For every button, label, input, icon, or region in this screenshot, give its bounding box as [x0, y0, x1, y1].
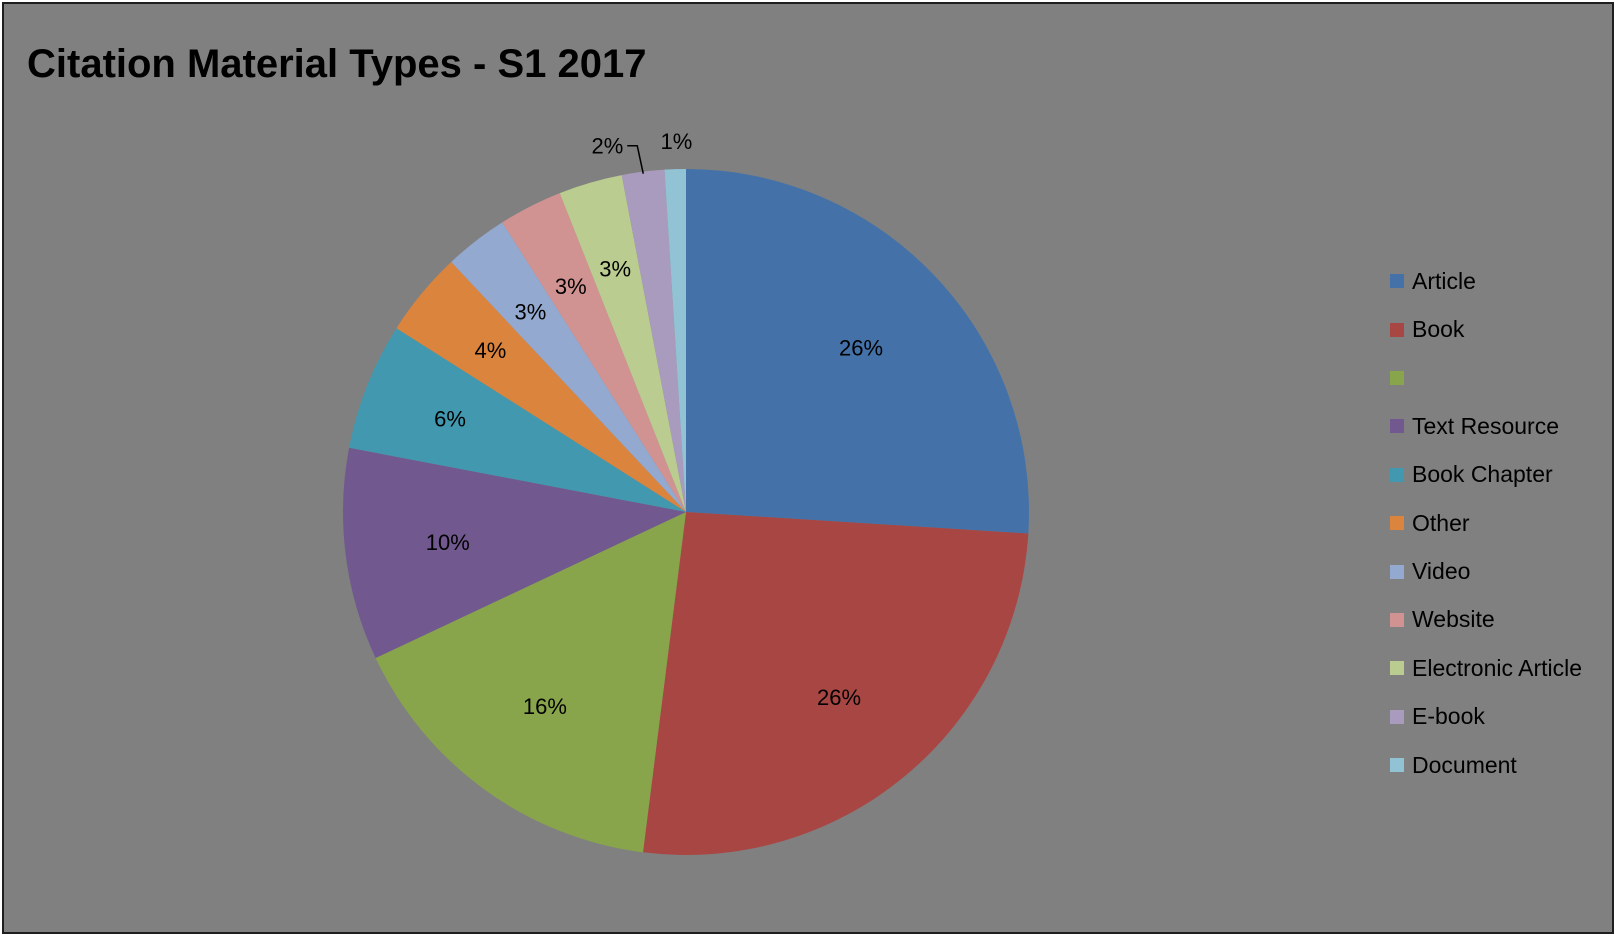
legend-swatch: [1390, 661, 1404, 676]
data-label-other: 4%: [475, 338, 507, 363]
pie-slice-unlabeled: [375, 512, 686, 853]
legend-item-book-chapter: Book Chapter: [1390, 451, 1582, 499]
legend-item-other: Other: [1390, 499, 1582, 547]
legend-item-electronic-article: Electronic Article: [1390, 644, 1582, 692]
legend-swatch: [1390, 370, 1404, 385]
data-label-e-book: 2%: [591, 134, 623, 159]
chart-title: Citation Material Types - S1 2017: [27, 42, 647, 86]
legend-item-website: Website: [1390, 596, 1582, 644]
legend-label: Website: [1412, 606, 1495, 633]
pie-slice-website: [502, 193, 686, 512]
pie-slice-book: [643, 512, 1029, 855]
pie-slice-electronic-article: [559, 175, 686, 512]
legend-item-e-book: E-book: [1390, 693, 1582, 741]
data-label-document: 1%: [661, 129, 693, 154]
data-label-text-resource: 10%: [426, 530, 470, 555]
legend-swatch: [1390, 419, 1404, 434]
legend-item-unlabeled: [1390, 354, 1582, 402]
legend-swatch: [1390, 758, 1404, 773]
pie-slice-e-book: [621, 169, 686, 513]
legend-item-video: Video: [1390, 547, 1582, 595]
data-label-website: 3%: [555, 274, 587, 299]
data-label-leader-line: [627, 144, 644, 174]
chart-legend: Article Book Text Resource Book Chapter Othe…: [1390, 257, 1582, 789]
legend-item-document: Document: [1390, 741, 1582, 789]
legend-item-article: Article: [1390, 257, 1582, 305]
pie-slice-document: [664, 169, 686, 512]
pie-slice-other: [396, 261, 686, 512]
pie-slice-book-chapter: [349, 328, 686, 512]
data-label-video: 3%: [515, 299, 547, 324]
legend-label: Document: [1412, 751, 1517, 778]
data-label-unlabeled: 16%: [523, 694, 567, 719]
legend-label: Text Resource: [1412, 412, 1560, 439]
legend-label: E-book: [1412, 703, 1485, 730]
pie-slice-text-resource: [343, 447, 686, 659]
data-label-electronic-article: 3%: [599, 256, 631, 281]
legend-swatch: [1390, 564, 1404, 579]
legend-label: Book Chapter: [1412, 461, 1553, 488]
data-label-book: 26%: [817, 685, 861, 710]
legend-swatch: [1390, 467, 1404, 482]
data-label-book-chapter: 6%: [434, 407, 466, 432]
legend-swatch: [1390, 709, 1404, 724]
pie-chart: 26% 26% 16% 10% 6% 4% 3% 3% 3% 2% 1%: [343, 129, 1029, 855]
data-label-article: 26%: [839, 336, 883, 361]
legend-label: Book: [1412, 316, 1465, 343]
legend-label: Video: [1412, 558, 1471, 585]
legend-swatch: [1390, 322, 1404, 337]
legend-label: Electronic Article: [1412, 654, 1583, 681]
legend-swatch: [1390, 612, 1404, 627]
legend-label: Article: [1412, 267, 1476, 294]
pie-slice-article: [686, 169, 1029, 534]
legend-item-book: Book: [1390, 305, 1582, 353]
pie-slice-video: [451, 222, 686, 513]
legend-item-text-resource: Text Resource: [1390, 402, 1582, 450]
legend-swatch: [1390, 516, 1404, 531]
legend-swatch: [1390, 274, 1404, 289]
legend-label: Other: [1412, 509, 1470, 536]
